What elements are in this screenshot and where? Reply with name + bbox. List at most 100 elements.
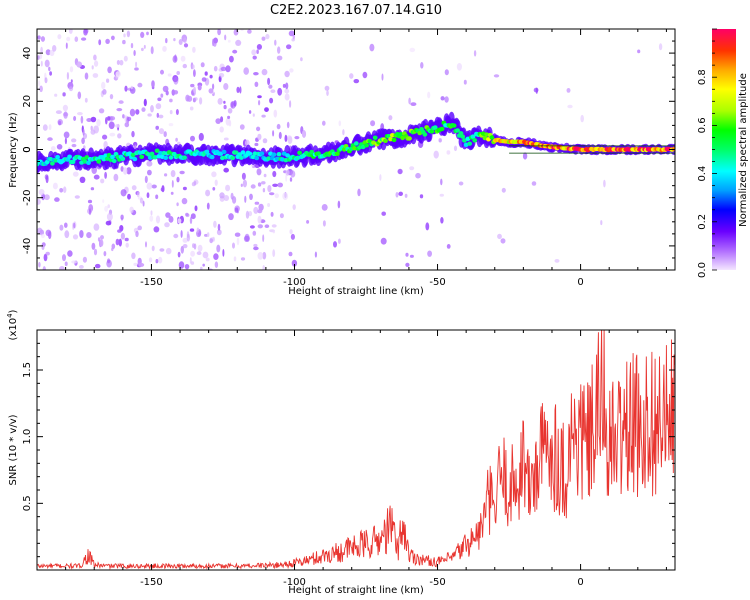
- noise-blob: [190, 213, 196, 220]
- noise-blob: [314, 251, 317, 258]
- noise-blob: [173, 233, 179, 239]
- noise-blob: [39, 85, 43, 93]
- noise-blob: [301, 130, 307, 138]
- noise-blob: [118, 100, 124, 104]
- noise-blob: [178, 261, 185, 269]
- noise-blob: [138, 262, 145, 267]
- noise-blob: [209, 74, 213, 79]
- ridge-core: [383, 138, 388, 143]
- colorbar-tick-label: 0.4: [697, 166, 708, 182]
- noise-blob: [102, 199, 105, 204]
- noise-blob: [72, 234, 79, 240]
- noise-blob: [410, 102, 417, 106]
- noise-blob: [113, 173, 119, 182]
- ridge-core: [233, 150, 239, 155]
- noise-blob: [81, 137, 85, 145]
- noise-blob: [232, 242, 235, 249]
- noise-blob: [272, 183, 278, 187]
- noise-blob: [234, 207, 239, 213]
- ridge-core: [309, 149, 315, 155]
- noise-blob: [40, 233, 46, 239]
- noise-blob: [253, 72, 259, 76]
- noise-blob: [81, 37, 87, 41]
- snr-y-axis-label: SNR (10 * v/v): [8, 414, 19, 485]
- noise-blob: [398, 191, 404, 196]
- noise-blob: [531, 181, 537, 186]
- noise-blob: [273, 109, 278, 118]
- ridge-core: [432, 125, 438, 130]
- noise-blob: [107, 66, 112, 74]
- ridge-core: [204, 149, 210, 154]
- noise-blob: [217, 98, 223, 105]
- noise-blob: [473, 50, 477, 57]
- ridge-core: [470, 134, 476, 139]
- noise-blob: [427, 91, 431, 99]
- noise-blob: [120, 189, 127, 197]
- noise-blob: [103, 251, 107, 257]
- x-tick-label: -50: [429, 277, 445, 288]
- noise-blob: [209, 238, 213, 244]
- noise-blob: [175, 137, 178, 142]
- noise-blob: [456, 63, 462, 71]
- noise-blob: [136, 191, 140, 198]
- noise-blob: [264, 107, 269, 112]
- noise-blob: [176, 202, 179, 207]
- noise-blob: [58, 120, 62, 126]
- noise-blob: [55, 110, 62, 114]
- noise-blob: [96, 119, 101, 127]
- noise-blob: [243, 67, 249, 75]
- noise-blob: [290, 233, 295, 240]
- noise-blob: [212, 83, 215, 90]
- noise-blob: [233, 100, 237, 107]
- noise-blob: [566, 88, 571, 93]
- noise-blob: [125, 242, 129, 248]
- noise-blob: [268, 84, 273, 89]
- noise-blob: [109, 132, 116, 137]
- ridge-core: [149, 151, 155, 156]
- noise-blob: [182, 237, 188, 243]
- noise-blob: [190, 135, 195, 142]
- noise-blob: [204, 71, 208, 76]
- noise-blob: [213, 220, 217, 228]
- noise-blob: [658, 43, 663, 51]
- noise-blob: [126, 167, 132, 175]
- ridge-core: [67, 154, 72, 159]
- ridge-core: [139, 154, 145, 159]
- noise-blob: [362, 71, 368, 79]
- noise-blob: [151, 184, 157, 189]
- colorbar-gradient: [712, 29, 736, 270]
- noise-blob: [277, 87, 283, 96]
- noise-blob: [256, 126, 261, 132]
- noise-blob: [232, 49, 238, 54]
- noise-blob: [98, 108, 105, 114]
- noise-blob: [72, 171, 79, 177]
- y-tick-label: 0.5: [22, 495, 33, 511]
- noise-blob: [44, 77, 48, 84]
- noise-blob: [102, 89, 107, 95]
- noise-blob: [86, 118, 92, 122]
- noise-blob: [183, 37, 187, 44]
- noise-blob: [194, 97, 198, 101]
- noise-blob: [420, 62, 424, 69]
- noise-blob: [156, 112, 159, 118]
- noise-blob: [223, 167, 229, 173]
- ridge-core: [132, 156, 138, 162]
- y-tick-label: 0: [22, 146, 33, 152]
- noise-blob: [276, 123, 281, 130]
- noise-blob: [105, 38, 110, 45]
- ridge-core: [407, 136, 412, 141]
- noise-blob: [282, 192, 289, 201]
- noise-blob: [171, 180, 174, 188]
- noise-blob: [349, 73, 354, 79]
- noise-blob: [79, 265, 84, 269]
- noise-blob: [291, 259, 298, 267]
- noise-blob: [44, 174, 49, 180]
- x-tick-label: -50: [429, 577, 445, 588]
- noise-blob: [59, 188, 64, 193]
- noise-blob: [269, 192, 275, 196]
- noise-blob: [145, 241, 147, 248]
- noise-blob: [272, 130, 275, 137]
- noise-blob: [49, 71, 52, 76]
- noise-blob: [131, 130, 135, 138]
- noise-blob: [219, 192, 225, 199]
